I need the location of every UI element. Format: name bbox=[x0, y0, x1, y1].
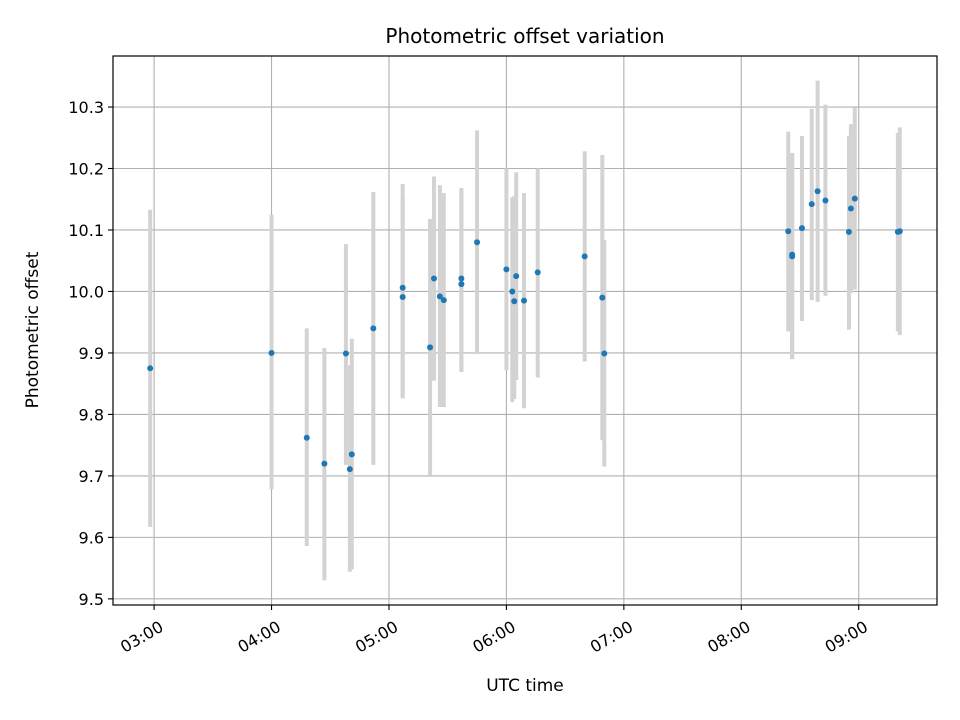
data-point bbox=[847, 205, 854, 212]
y-tick-label: 10.2 bbox=[68, 160, 104, 179]
data-point bbox=[511, 298, 518, 305]
data-point bbox=[601, 350, 608, 357]
data-point bbox=[342, 350, 349, 357]
data-point bbox=[427, 344, 434, 351]
data-point bbox=[581, 253, 588, 260]
data-point bbox=[509, 288, 516, 295]
data-point bbox=[808, 201, 815, 208]
data-point bbox=[599, 294, 606, 301]
data-point bbox=[346, 466, 353, 473]
data-point bbox=[348, 451, 355, 458]
ticks: 03:00 04:00 05:00 06:00 07:00 08:00 09:00 9.5 9.… bbox=[68, 98, 871, 657]
y-tick-label: 9.8 bbox=[79, 405, 104, 424]
data-point bbox=[851, 195, 858, 202]
x-tick-label: 04:00 bbox=[235, 617, 284, 657]
y-tick-label: 9.7 bbox=[79, 467, 104, 486]
y-tick-label: 9.9 bbox=[79, 344, 104, 363]
data-point bbox=[430, 275, 437, 282]
data-point bbox=[814, 188, 821, 195]
y-axis-title: Photometric offset bbox=[23, 251, 43, 408]
y-tick-label: 9.6 bbox=[79, 528, 104, 547]
data-point bbox=[268, 349, 275, 356]
chart-title: Photometric offset variation bbox=[385, 24, 664, 48]
data-point bbox=[798, 225, 805, 232]
data-points bbox=[147, 188, 903, 473]
data-point bbox=[399, 284, 406, 291]
data-point bbox=[147, 365, 154, 372]
data-point bbox=[474, 239, 481, 246]
x-tick-label: 05:00 bbox=[352, 617, 401, 657]
data-point bbox=[822, 197, 829, 204]
data-point bbox=[436, 293, 443, 300]
x-tick-label: 03:00 bbox=[117, 617, 166, 657]
data-point bbox=[440, 297, 447, 304]
data-point bbox=[896, 228, 903, 235]
x-tick-label: 06:00 bbox=[469, 617, 518, 657]
data-point bbox=[458, 275, 465, 282]
data-point bbox=[321, 460, 328, 467]
data-point bbox=[399, 293, 406, 300]
y-tick-label: 10.3 bbox=[68, 98, 104, 117]
errorbars bbox=[148, 80, 902, 581]
data-point bbox=[785, 228, 792, 235]
data-point bbox=[370, 325, 377, 332]
x-tick-label: 07:00 bbox=[587, 617, 636, 657]
data-point bbox=[503, 266, 510, 273]
y-tick-label: 9.5 bbox=[79, 590, 104, 609]
y-tick-label: 10.1 bbox=[68, 221, 104, 240]
data-point bbox=[534, 269, 541, 276]
x-tick-label: 08:00 bbox=[704, 617, 753, 657]
data-point bbox=[845, 228, 852, 235]
data-point bbox=[513, 273, 520, 280]
x-axis-title: UTC time bbox=[486, 676, 564, 696]
x-tick-label: 09:00 bbox=[822, 617, 871, 657]
data-point bbox=[789, 251, 796, 258]
plot-frame bbox=[112, 55, 938, 606]
y-tick-label: 10.0 bbox=[68, 282, 104, 301]
data-point bbox=[521, 297, 528, 304]
data-point bbox=[458, 281, 465, 288]
data-point bbox=[303, 434, 310, 441]
